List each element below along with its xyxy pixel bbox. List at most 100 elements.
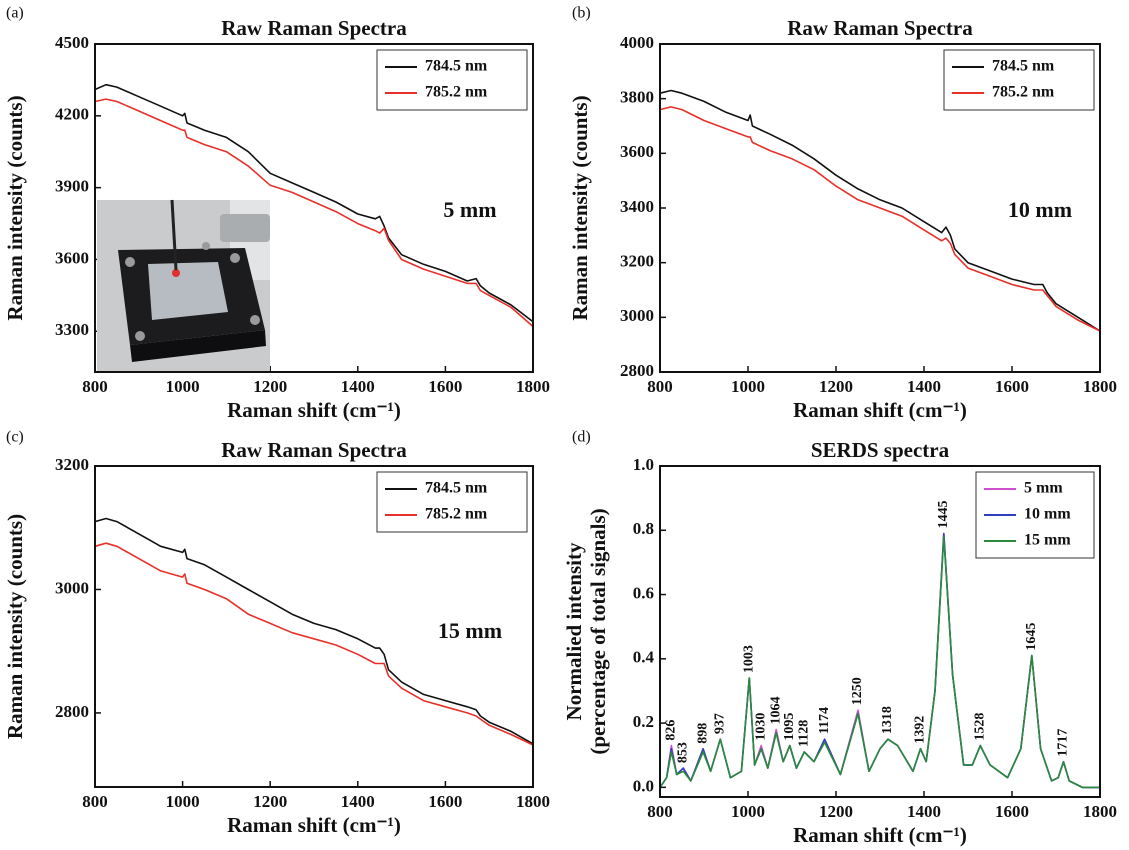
series-line <box>659 106 1101 332</box>
probe <box>170 199 178 271</box>
y-tick-label: 3600 <box>620 142 654 161</box>
y-tick-label: 4500 <box>55 33 89 52</box>
legend-label: 785.2 nm <box>992 84 1055 101</box>
y-tick-label: 3800 <box>620 88 654 107</box>
peak-label: 1645 <box>1024 623 1039 651</box>
x-tick-label: 800 <box>647 377 673 396</box>
x-tick-label: 1600 <box>428 792 462 811</box>
chart-title: Raw Raman Spectra <box>787 16 973 40</box>
panel: (d) SERDS spectra 800 1000 1200 1400 1600 1800 0… <box>562 429 1117 847</box>
annotation: 15 mm <box>438 618 502 643</box>
annotation: 10 mm <box>1008 197 1072 222</box>
legend-label: 785.2 nm <box>425 84 488 101</box>
inset-photo <box>97 199 270 371</box>
legend-label: 10 mm <box>1024 506 1071 523</box>
x-tick-label: 1200 <box>819 802 853 821</box>
x-tick-label: 1400 <box>907 802 941 821</box>
y-tick-label: 4000 <box>620 33 654 52</box>
y-tick-label: 3900 <box>55 177 89 196</box>
legend-box <box>376 49 528 111</box>
x-tick-label: 1000 <box>731 802 765 821</box>
screw <box>135 331 145 341</box>
x-tick-label: 1000 <box>166 377 200 396</box>
x-tick-label: 1800 <box>516 792 550 811</box>
screw <box>230 253 240 263</box>
chart-title: Raw Raman Spectra <box>221 438 407 462</box>
peak-label: 1030 <box>753 713 768 741</box>
plot-frame <box>659 43 1101 373</box>
micrometer <box>220 214 270 242</box>
x-tick-label: 800 <box>82 377 108 396</box>
y-tick-label: 2800 <box>620 361 654 380</box>
plot-frame <box>659 465 1101 798</box>
x-tick-label: 1600 <box>428 377 462 396</box>
y-tick-label: 3000 <box>55 578 89 597</box>
y-axis-label: Raman intensity (counts) <box>3 95 27 320</box>
x-tick-label: 1600 <box>995 377 1029 396</box>
plot-frame <box>94 43 534 373</box>
y-tick-label: 0.0 <box>633 776 654 795</box>
panel: (c) Raw Raman Spectra 800 1000 1200 1400 1600 1… <box>3 429 550 837</box>
y-axis-label: Raman intensity (counts) <box>3 514 27 739</box>
chart-title: SERDS spectra <box>811 438 950 462</box>
peak-label: 1717 <box>1056 729 1071 757</box>
panel: (a) Raw Raman Spectra 800 1000 1200 1400 1600 1… <box>3 5 550 422</box>
x-tick-label: 1400 <box>907 377 941 396</box>
y-axis-label: (percentage of total signals) <box>586 508 610 754</box>
y-tick-label: 4200 <box>55 105 89 124</box>
y-tick-label: 3300 <box>55 320 89 339</box>
plot-frame <box>94 465 534 788</box>
sample <box>148 262 228 320</box>
panel: (b) Raw Raman Spectra 800 1000 1200 1400 1600 1… <box>568 5 1117 422</box>
peak-label: 937 <box>712 713 727 734</box>
x-axis-label: Raman shift (cm⁻¹) <box>793 823 967 847</box>
x-tick-label: 1200 <box>253 377 287 396</box>
legend-label: 784.5 nm <box>425 58 488 75</box>
x-tick-label: 800 <box>82 792 108 811</box>
peak-label: 1445 <box>936 500 951 528</box>
y-tick-label: 3200 <box>620 252 654 271</box>
x-axis-label: Raman shift (cm⁻¹) <box>227 398 401 422</box>
screw <box>250 315 260 325</box>
x-tick-label: 1400 <box>341 792 375 811</box>
peak-label: 853 <box>676 742 691 763</box>
y-tick-label: 3600 <box>55 248 89 267</box>
panel-label: (b) <box>572 5 591 22</box>
peak-label: 1250 <box>850 677 865 705</box>
y-axis-label: Normalied intensity <box>562 542 586 720</box>
annotation: 5 mm <box>443 197 496 222</box>
y-tick-label: 2800 <box>55 702 89 721</box>
series-line <box>659 535 1100 789</box>
peak-label: 1095 <box>782 713 797 741</box>
y-tick-label: 0.8 <box>633 519 654 538</box>
peak-label: 1064 <box>768 697 783 725</box>
series-line <box>94 542 534 746</box>
peak-label: 1528 <box>973 713 988 741</box>
x-tick-label: 800 <box>647 802 673 821</box>
y-tick-label: 3200 <box>55 455 89 474</box>
peak-label: 1318 <box>880 706 895 734</box>
legend-label: 785.2 nm <box>425 506 488 523</box>
peak-label: 1392 <box>913 716 928 744</box>
x-tick-label: 1800 <box>1083 802 1117 821</box>
y-tick-label: 0.4 <box>633 648 655 667</box>
series-line <box>94 83 534 323</box>
peak-label: 1174 <box>817 707 832 734</box>
x-tick-label: 1200 <box>253 792 287 811</box>
screw <box>125 257 135 267</box>
panel-label: (d) <box>572 429 591 446</box>
series-line <box>94 98 534 328</box>
x-tick-label: 1000 <box>166 792 200 811</box>
legend-label: 15 mm <box>1024 532 1071 549</box>
x-tick-label: 1200 <box>819 377 853 396</box>
stage-edge <box>130 330 266 362</box>
series-line <box>659 89 1101 332</box>
y-tick-label: 0.2 <box>633 712 654 731</box>
panel-label: (c) <box>6 429 24 446</box>
legend-box <box>943 49 1095 111</box>
screw <box>202 242 210 250</box>
panel-label: (a) <box>6 5 24 22</box>
x-tick-label: 1600 <box>995 802 1029 821</box>
peak-label: 1128 <box>797 720 812 747</box>
